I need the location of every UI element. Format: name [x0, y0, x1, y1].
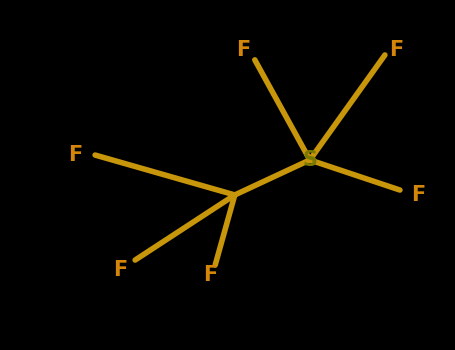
Text: F: F — [411, 185, 426, 205]
Text: F: F — [113, 260, 128, 280]
Text: F: F — [68, 145, 82, 165]
Text: S: S — [303, 150, 317, 170]
Text: F: F — [389, 40, 403, 60]
Text: F: F — [203, 265, 217, 285]
Text: F: F — [236, 40, 251, 60]
